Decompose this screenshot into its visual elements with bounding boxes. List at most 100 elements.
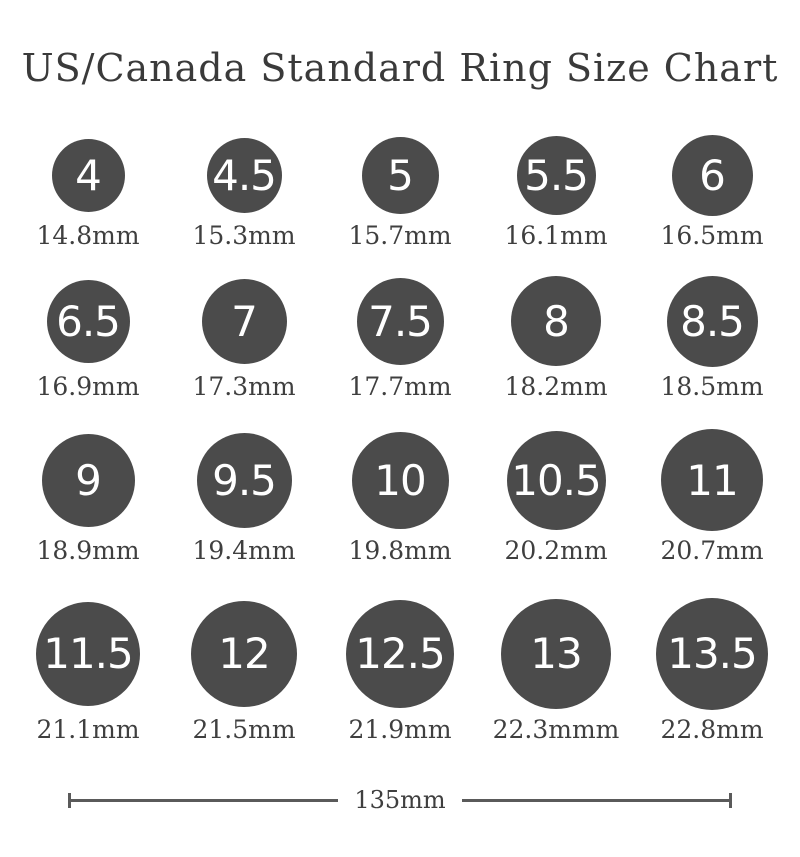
ring-row: 9 18.9mm 9.5 19.4mm 10 19.8mm 10.5 20.2mm 11 20.7… xyxy=(0,427,800,565)
diameter-label: 16.1mm xyxy=(504,221,608,250)
circle-zone: 5 xyxy=(361,132,439,218)
ring-row: 11.5 21.1mm 12 21.5mm 12.5 21.9mm 13 22.3mmm 13.… xyxy=(0,595,800,744)
ring-circle: 8 xyxy=(511,276,601,366)
ring-size-cell: 9.5 19.4mm xyxy=(166,427,322,565)
ring-size-number: 9 xyxy=(75,455,102,505)
ring-size-cell: 4.5 15.3mm xyxy=(166,132,322,250)
ring-circle: 10 xyxy=(351,431,449,529)
ring-size-cell: 13 22.3mmm xyxy=(478,595,634,744)
ring-circle: 5.5 xyxy=(516,135,596,215)
ring-size-number: 12 xyxy=(218,629,270,678)
ring-size-cell: 7 17.3mm xyxy=(166,273,322,401)
diameter-label: 18.9mm xyxy=(36,536,140,565)
ring-circle: 7.5 xyxy=(356,277,444,365)
diameter-label: 21.1mm xyxy=(36,715,140,744)
ring-size-cell: 8.5 18.5mm xyxy=(634,273,790,401)
ring-circle: 12 xyxy=(191,600,297,707)
ring-circle: 13.5 xyxy=(656,597,768,710)
ring-size-number: 7.5 xyxy=(368,296,433,346)
ring-circle: 6 xyxy=(671,134,753,216)
ring-size-number: 6 xyxy=(699,150,726,200)
circle-zone: 4.5 xyxy=(206,132,282,218)
ring-circle: 9 xyxy=(41,433,135,527)
circle-zone: 9.5 xyxy=(196,427,292,533)
ring-size-cell: 9 18.9mm xyxy=(10,427,166,565)
diameter-label: 14.8mm xyxy=(36,221,140,250)
diameter-label: 17.7mm xyxy=(348,372,452,401)
diameter-label: 19.8mm xyxy=(348,536,452,565)
ring-row: 6.5 16.9mm 7 17.3mm 7.5 17.7mm 8 18.2mm 8.5 18.5m… xyxy=(0,273,800,401)
ring-circle: 6.5 xyxy=(46,279,130,363)
diameter-label: 22.8mm xyxy=(660,715,764,744)
ring-size-number: 11 xyxy=(686,455,738,505)
ring-grid: 4 14.8mm 4.5 15.3mm 5 15.7mm 5.5 16.1mm 6 16.5mm 6… xyxy=(0,132,800,744)
diameter-label: 21.9mm xyxy=(348,715,452,744)
ring-size-cell: 10 19.8mm xyxy=(322,427,478,565)
circle-zone: 9 xyxy=(41,427,135,533)
ring-size-number: 8.5 xyxy=(680,296,745,346)
diameter-label: 17.3mm xyxy=(192,372,296,401)
diameter-label: 16.9mm xyxy=(36,372,140,401)
ring-size-cell: 6 16.5mm xyxy=(634,132,790,250)
ring-circle: 7 xyxy=(201,278,287,364)
diameter-label: 21.5mm xyxy=(192,715,296,744)
ring-size-number: 10.5 xyxy=(511,455,602,505)
circle-zone: 6 xyxy=(671,132,753,218)
scale-right-tick xyxy=(729,792,733,808)
circle-zone: 11.5 xyxy=(36,595,140,712)
circle-zone: 7 xyxy=(201,273,287,369)
ring-row: 4 14.8mm 4.5 15.3mm 5 15.7mm 5.5 16.1mm 6 16.5mm xyxy=(0,132,800,250)
circle-zone: 13 xyxy=(501,595,611,712)
ring-size-number: 13 xyxy=(530,629,582,678)
ring-size-number: 5 xyxy=(387,150,414,200)
ring-size-cell: 10.5 20.2mm xyxy=(478,427,634,565)
ring-circle: 4 xyxy=(51,138,125,212)
diameter-label: 18.2mm xyxy=(504,372,608,401)
diameter-label: 15.7mm xyxy=(348,221,452,250)
ring-size-cell: 11 20.7mm xyxy=(634,427,790,565)
page-title: US/Canada Standard Ring Size Chart xyxy=(21,46,779,90)
ring-circle: 10.5 xyxy=(506,430,606,530)
ring-circle: 9.5 xyxy=(196,432,292,528)
ring-circle: 12.5 xyxy=(346,599,454,708)
scale-line-right xyxy=(461,798,730,802)
ring-circle: 11.5 xyxy=(36,601,140,706)
scale-bar: 135mm xyxy=(68,786,733,814)
ring-size-cell: 11.5 21.1mm xyxy=(10,595,166,744)
diameter-label: 19.4mm xyxy=(192,536,296,565)
ring-size-number: 7 xyxy=(231,296,258,346)
ring-size-number: 4 xyxy=(75,150,102,200)
ring-size-cell: 5 15.7mm xyxy=(322,132,478,250)
diameter-label: 15.3mm xyxy=(192,221,296,250)
ring-size-cell: 12 21.5mm xyxy=(166,595,322,744)
ring-circle: 5 xyxy=(361,136,439,214)
diameter-label: 22.3mmm xyxy=(492,715,620,744)
ring-circle: 11 xyxy=(661,429,763,531)
circle-zone: 11 xyxy=(661,427,763,533)
ring-circle: 8.5 xyxy=(666,275,758,367)
circle-zone: 8.5 xyxy=(666,273,758,369)
circle-zone: 13.5 xyxy=(656,595,768,712)
ring-size-number: 10 xyxy=(374,455,426,505)
circle-zone: 12 xyxy=(191,595,297,712)
scale-left-tick xyxy=(68,792,71,808)
ring-size-cell: 4 14.8mm xyxy=(10,132,166,250)
circle-zone: 8 xyxy=(511,273,601,369)
circle-zone: 10 xyxy=(351,427,449,533)
ring-size-cell: 12.5 21.9mm xyxy=(322,595,478,744)
circle-zone: 5.5 xyxy=(516,132,596,218)
diameter-label: 20.7mm xyxy=(660,536,764,565)
scale-label: 135mm xyxy=(354,786,446,814)
circle-zone: 10.5 xyxy=(506,427,606,533)
diameter-label: 20.2mm xyxy=(504,536,608,565)
ring-size-cell: 6.5 16.9mm xyxy=(10,273,166,401)
ring-size-number: 9.5 xyxy=(212,455,277,505)
ring-size-number: 6.5 xyxy=(56,296,121,346)
ring-size-number: 4.5 xyxy=(212,150,277,200)
ring-size-cell: 13.5 22.8mm xyxy=(634,595,790,744)
ring-size-number: 12.5 xyxy=(355,629,446,678)
circle-zone: 4 xyxy=(51,132,125,218)
ring-size-cell: 7.5 17.7mm xyxy=(322,273,478,401)
ring-circle: 4.5 xyxy=(206,137,282,213)
